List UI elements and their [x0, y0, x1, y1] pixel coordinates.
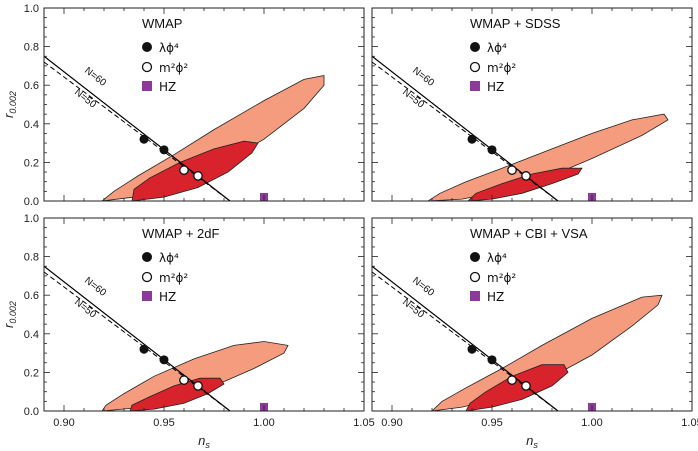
- legend-lambda-phi4-label: λϕ⁴: [487, 41, 507, 55]
- y-tick-label: 0.8: [24, 252, 39, 264]
- legend-lambda-phi4-marker: [470, 42, 480, 52]
- legend-lambda-phi4-marker: [142, 252, 152, 262]
- y-tick-label: 0.4: [24, 329, 39, 341]
- m2phi2-point: [193, 171, 203, 181]
- label-n50: N=50: [72, 87, 98, 111]
- x-axis-label: ns: [526, 433, 538, 450]
- inner-contour: [465, 364, 569, 411]
- y-tick-label: 0.6: [24, 290, 39, 302]
- x-axis-label: ns: [198, 433, 210, 450]
- m2phi2-point: [179, 375, 189, 385]
- legend-lambda-phi4-marker: [142, 42, 152, 52]
- label-n60: N=60: [82, 65, 108, 89]
- legend-hz-marker: [470, 291, 480, 301]
- legend-lambda-phi4-marker: [470, 252, 480, 262]
- plot-area: N=60N=50: [44, 55, 325, 201]
- inner-contour: [131, 140, 259, 201]
- legend-hz-label: HZ: [487, 290, 504, 304]
- y-tick-label: 1.0: [24, 213, 39, 225]
- x-tick-label: 1.05: [681, 417, 698, 429]
- lambda-phi4-point: [487, 145, 497, 155]
- y-tick-label: 0.8: [24, 42, 39, 54]
- y-axis-label: r0.002: [1, 301, 18, 328]
- y-tick-label: 0.4: [24, 119, 39, 131]
- legend-hz-marker: [142, 81, 152, 91]
- lambda-phi4-point: [467, 344, 477, 354]
- lambda-phi4-point: [159, 355, 169, 365]
- y-tick-label: 0.0: [24, 406, 39, 418]
- legend-hz-marker: [470, 81, 480, 91]
- legend-hz-label: HZ: [487, 80, 504, 94]
- panel-title: WMAP + SDSS: [470, 16, 561, 31]
- line-n60: [372, 55, 559, 201]
- panel-title: WMAP + 2dF: [142, 226, 219, 241]
- x-tick-label: 0.95: [153, 417, 174, 429]
- x-tick-label: 1.00: [253, 417, 274, 429]
- legend-hz-marker: [142, 291, 152, 301]
- label-n50: N=50: [72, 297, 98, 321]
- lambda-phi4-point: [159, 145, 169, 155]
- m2phi2-point: [507, 165, 517, 175]
- label-n60: N=60: [410, 65, 436, 89]
- label-n60: N=60: [410, 275, 436, 299]
- legend-lambda-phi4-label: λϕ⁴: [159, 41, 179, 55]
- legend-hz-label: HZ: [159, 290, 176, 304]
- panel-2: N=60N=50 WMAP + SDSS λϕ⁴ m²ϕ² HZ: [371, 7, 693, 202]
- panel-1: N=60N=50 0.0 0.2 0.4 0.6 0.8 1.0 r0.002 WMAP λϕ⁴ m…: [1, 3, 365, 208]
- legend-hz-label: HZ: [159, 80, 176, 94]
- legend-m2phi2-label: m²ϕ²: [487, 61, 516, 75]
- m2phi2-point: [193, 381, 203, 391]
- legend-m2phi2-label: m²ϕ²: [159, 271, 188, 285]
- x-tick-label: 0.95: [481, 417, 502, 429]
- legend-lambda-phi4-label: λϕ⁴: [159, 251, 179, 265]
- legend-lambda-phi4-label: λϕ⁴: [487, 251, 507, 265]
- label-n60: N=60: [82, 275, 108, 299]
- outer-contour: [101, 75, 325, 201]
- legend-m2phi2-marker: [469, 271, 481, 283]
- inner-contour: [467, 167, 583, 201]
- y-tick-label: 0.2: [24, 367, 39, 379]
- legend-m2phi2-marker: [141, 61, 153, 73]
- panel-4: N=60N=50 0.90 0.95 1.00 1.05 ns WMAP + CBI + V…: [371, 217, 698, 450]
- lambda-phi4-point: [139, 134, 149, 144]
- panel-title: WMAP + CBI + VSA: [470, 226, 588, 241]
- lambda-phi4-point: [487, 355, 497, 365]
- legend-m2phi2-marker: [469, 61, 481, 73]
- x-tick-label: 0.90: [53, 417, 74, 429]
- x-tick-label: 0.90: [381, 417, 402, 429]
- x-tick-label: 1.05: [353, 417, 374, 429]
- y-tick-label: 0.0: [24, 196, 39, 208]
- lambda-phi4-point: [139, 344, 149, 354]
- panel-3: N=60N=50 0.90 0.95 1.00 1.05 ns 0.0 0.2 0.4 0.6 0.…: [1, 213, 375, 450]
- m2phi2-point: [521, 381, 531, 391]
- y-tick-label: 0.2: [24, 157, 39, 169]
- plot-area: N=60N=50: [44, 265, 289, 411]
- outer-contour: [431, 294, 663, 411]
- label-n50: N=50: [400, 87, 426, 111]
- label-n50: N=50: [400, 297, 426, 321]
- legend-m2phi2-label: m²ϕ²: [487, 271, 516, 285]
- legend-m2phi2-label: m²ϕ²: [159, 61, 188, 75]
- y-axis-label: r0.002: [1, 91, 18, 118]
- m2phi2-point: [179, 165, 189, 175]
- m2phi2-point: [521, 171, 531, 181]
- plot-area: N=60N=50: [372, 55, 669, 201]
- outer-contour: [101, 341, 289, 411]
- x-tick-label: 1.00: [581, 417, 602, 429]
- y-tick-label: 1.0: [24, 3, 39, 15]
- lambda-phi4-point: [467, 134, 477, 144]
- y-tick-label: 0.6: [24, 80, 39, 92]
- plot-area: N=60N=50: [372, 265, 663, 411]
- panel-title: WMAP: [142, 16, 182, 31]
- legend-m2phi2-marker: [141, 271, 153, 283]
- m2phi2-point: [507, 375, 517, 385]
